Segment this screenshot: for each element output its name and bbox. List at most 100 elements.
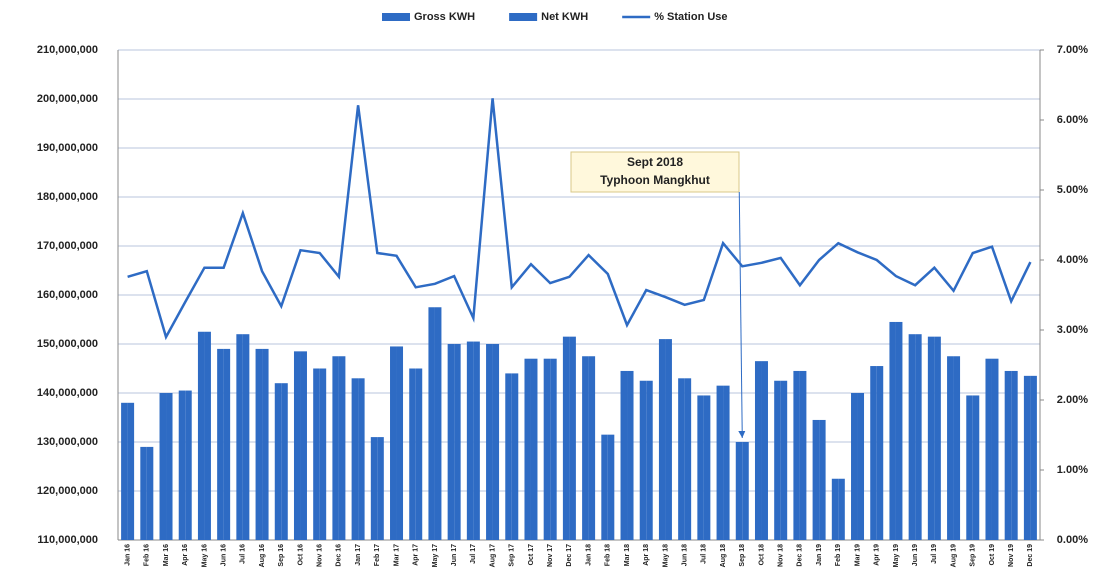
bar: [588, 356, 596, 540]
y2-tick-label: 6.00%: [1057, 114, 1088, 126]
bar: [793, 370, 800, 540]
x-tick-label: Feb 16: [144, 544, 151, 566]
bar: [473, 341, 480, 540]
bar: [390, 346, 397, 540]
y-tick-label: 110,000,000: [37, 534, 98, 546]
annotation-box: [570, 151, 740, 193]
y2-tick-label: 5.00%: [1057, 184, 1088, 196]
x-tick-label: Aug 16: [259, 544, 266, 567]
bar: [370, 437, 378, 540]
bar: [550, 358, 557, 540]
x-tick-label: Jun 18: [681, 544, 688, 566]
y2-tick-label: 4.00%: [1057, 254, 1088, 266]
bar: [761, 361, 768, 540]
x-tick-label: Dec 18: [797, 544, 804, 567]
bar: [1023, 375, 1031, 540]
bar: [428, 307, 435, 540]
bar: [351, 378, 359, 540]
bar: [735, 442, 743, 540]
bar: [838, 478, 845, 540]
x-tick-label: Jan 19: [816, 544, 823, 566]
bar: [262, 348, 269, 540]
bar: [774, 380, 781, 540]
y-tick-label: 180,000,000: [37, 191, 98, 203]
bar: [876, 366, 884, 540]
bar: [831, 478, 839, 540]
bar: [197, 331, 205, 540]
bar: [332, 356, 339, 540]
y-tick-label: 120,000,000: [37, 485, 98, 497]
bar: [780, 380, 788, 540]
bar: [991, 358, 999, 540]
bar: [486, 344, 493, 540]
x-tick-label: Feb 19: [835, 544, 842, 566]
bar: [851, 393, 858, 540]
x-tick-label: Apr 18: [643, 544, 650, 566]
bar: [447, 344, 455, 540]
bar: [947, 356, 954, 540]
x-tick-label: Jul 16: [240, 544, 247, 564]
bar: [915, 334, 922, 540]
bar: [627, 370, 634, 540]
bar: [466, 341, 474, 540]
x-tick-label: Oct 19: [989, 544, 996, 566]
bar: [639, 380, 647, 540]
bar: [562, 336, 570, 540]
bar: [236, 334, 243, 540]
legend-label: % Station Use: [654, 11, 727, 23]
bar: [543, 358, 551, 540]
y-tick-label: 130,000,000: [37, 436, 98, 448]
bar: [678, 378, 685, 540]
legend-swatch: [382, 13, 410, 21]
x-tick-label: May 19: [893, 544, 900, 567]
bar: [1030, 375, 1037, 540]
bar: [895, 321, 903, 540]
x-tick-label: Jul 19: [931, 544, 938, 564]
bar: [985, 358, 992, 540]
bar: [166, 393, 173, 540]
bar: [582, 356, 589, 540]
bar: [530, 358, 538, 540]
y-tick-label: 200,000,000: [37, 93, 98, 105]
x-tick-label: Aug 19: [950, 544, 957, 567]
x-tick-label: May 17: [432, 544, 439, 567]
x-tick-label: Jan 18: [585, 544, 592, 566]
bar: [127, 402, 135, 540]
bar: [204, 331, 211, 540]
x-tick-label: Nov 18: [778, 544, 785, 567]
y-tick-label: 160,000,000: [37, 289, 98, 301]
bar: [966, 395, 973, 540]
bar: [972, 395, 980, 540]
annotation-text: Typhoon Mangkhut: [600, 173, 710, 187]
annotation-arrowhead: [738, 431, 746, 438]
x-tick-label: Nov 19: [1008, 544, 1015, 567]
bar: [146, 446, 154, 540]
y2-tick-label: 2.00%: [1057, 394, 1088, 406]
bar: [319, 368, 327, 540]
x-tick-label: Oct 18: [758, 544, 765, 566]
bar: [454, 344, 461, 540]
x-tick-label: Dec 17: [566, 544, 573, 567]
x-tick-label: Mar 17: [393, 544, 400, 566]
annotation-text: Sept 2018: [627, 155, 683, 169]
y-tick-label: 190,000,000: [37, 142, 98, 154]
x-tick-label: Oct 17: [528, 544, 535, 566]
y2-tick-label: 0.00%: [1057, 534, 1088, 546]
x-tick-label: Feb 17: [374, 544, 381, 566]
x-tick-label: Oct 16: [297, 544, 304, 566]
bar: [684, 378, 692, 540]
bar: [409, 368, 416, 540]
bar: [742, 442, 749, 540]
bar: [857, 393, 865, 540]
y-tick-label: 150,000,000: [37, 338, 98, 350]
y-tick-label: 170,000,000: [37, 240, 98, 252]
bar: [358, 378, 365, 540]
bar: [870, 366, 877, 540]
bar: [927, 336, 935, 540]
bar: [415, 368, 423, 540]
x-tick-label: Apr 19: [874, 544, 881, 566]
bar: [819, 419, 826, 540]
bar: [505, 373, 512, 540]
annotation-arrow: [738, 191, 743, 439]
